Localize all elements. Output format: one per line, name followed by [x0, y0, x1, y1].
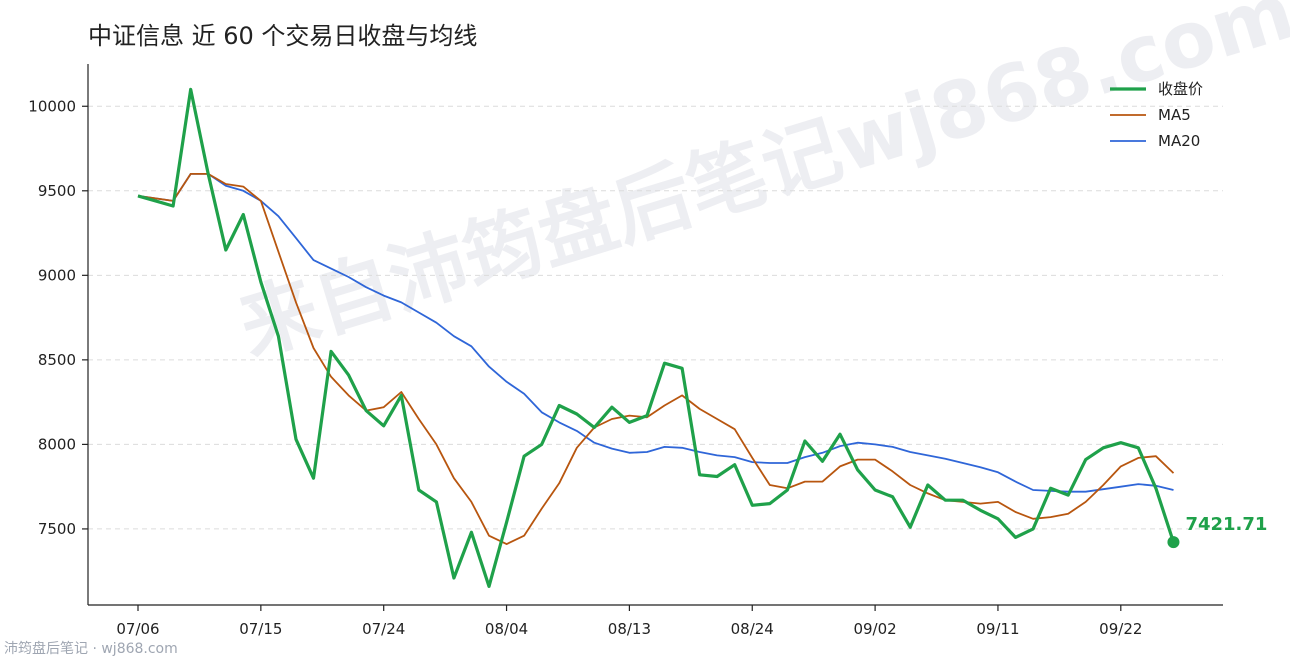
- x-ticks: 07/06 07/15 07/24 08/04 08/13 08/24 09/02 09/11…: [116, 605, 1142, 638]
- y-tick-label: 8000: [38, 435, 76, 453]
- y-tick-label: 8500: [38, 351, 76, 369]
- x-tick-label: 08/13: [608, 620, 651, 638]
- series-line-close: [137, 87, 1176, 589]
- y-tick-label: 10000: [28, 97, 76, 115]
- legend: 收盘价 MA5 MA20: [1110, 80, 1203, 150]
- watermark-text: 来自沛筠盘后笔记wj868.com: [229, 0, 1290, 373]
- x-tick-label: 07/06: [116, 620, 159, 638]
- y-tick-label: 7500: [38, 520, 76, 538]
- x-tick-label: 08/24: [731, 620, 774, 638]
- y-tick-label: 9500: [38, 182, 76, 200]
- legend-label: MA20: [1158, 132, 1200, 150]
- last-close-label: 7421.71: [1185, 514, 1267, 535]
- x-tick-label: 09/22: [1099, 620, 1142, 638]
- series-lines: [137, 87, 1176, 589]
- y-tick-label: 9000: [38, 266, 76, 284]
- x-tick-label: 07/24: [362, 620, 405, 638]
- x-tick-label: 09/11: [976, 620, 1019, 638]
- legend-label: 收盘价: [1158, 80, 1203, 98]
- y-ticks: 7500 8000 8500 9000 9500 10000: [28, 97, 88, 538]
- footer-text: 沛筠盘后笔记 · wj868.com: [4, 640, 178, 657]
- series-line-ma20: [137, 172, 1174, 493]
- x-tick-label: 07/15: [239, 620, 282, 638]
- series-line-ma5: [137, 172, 1175, 545]
- chart-title: 中证信息 近 60 个交易日收盘与均线: [88, 22, 477, 50]
- axes: [87, 64, 1223, 606]
- x-tick-label: 08/04: [485, 620, 528, 638]
- last-close-marker: [1167, 536, 1180, 549]
- x-tick-label: 09/02: [853, 620, 896, 638]
- legend-label: MA5: [1158, 106, 1191, 124]
